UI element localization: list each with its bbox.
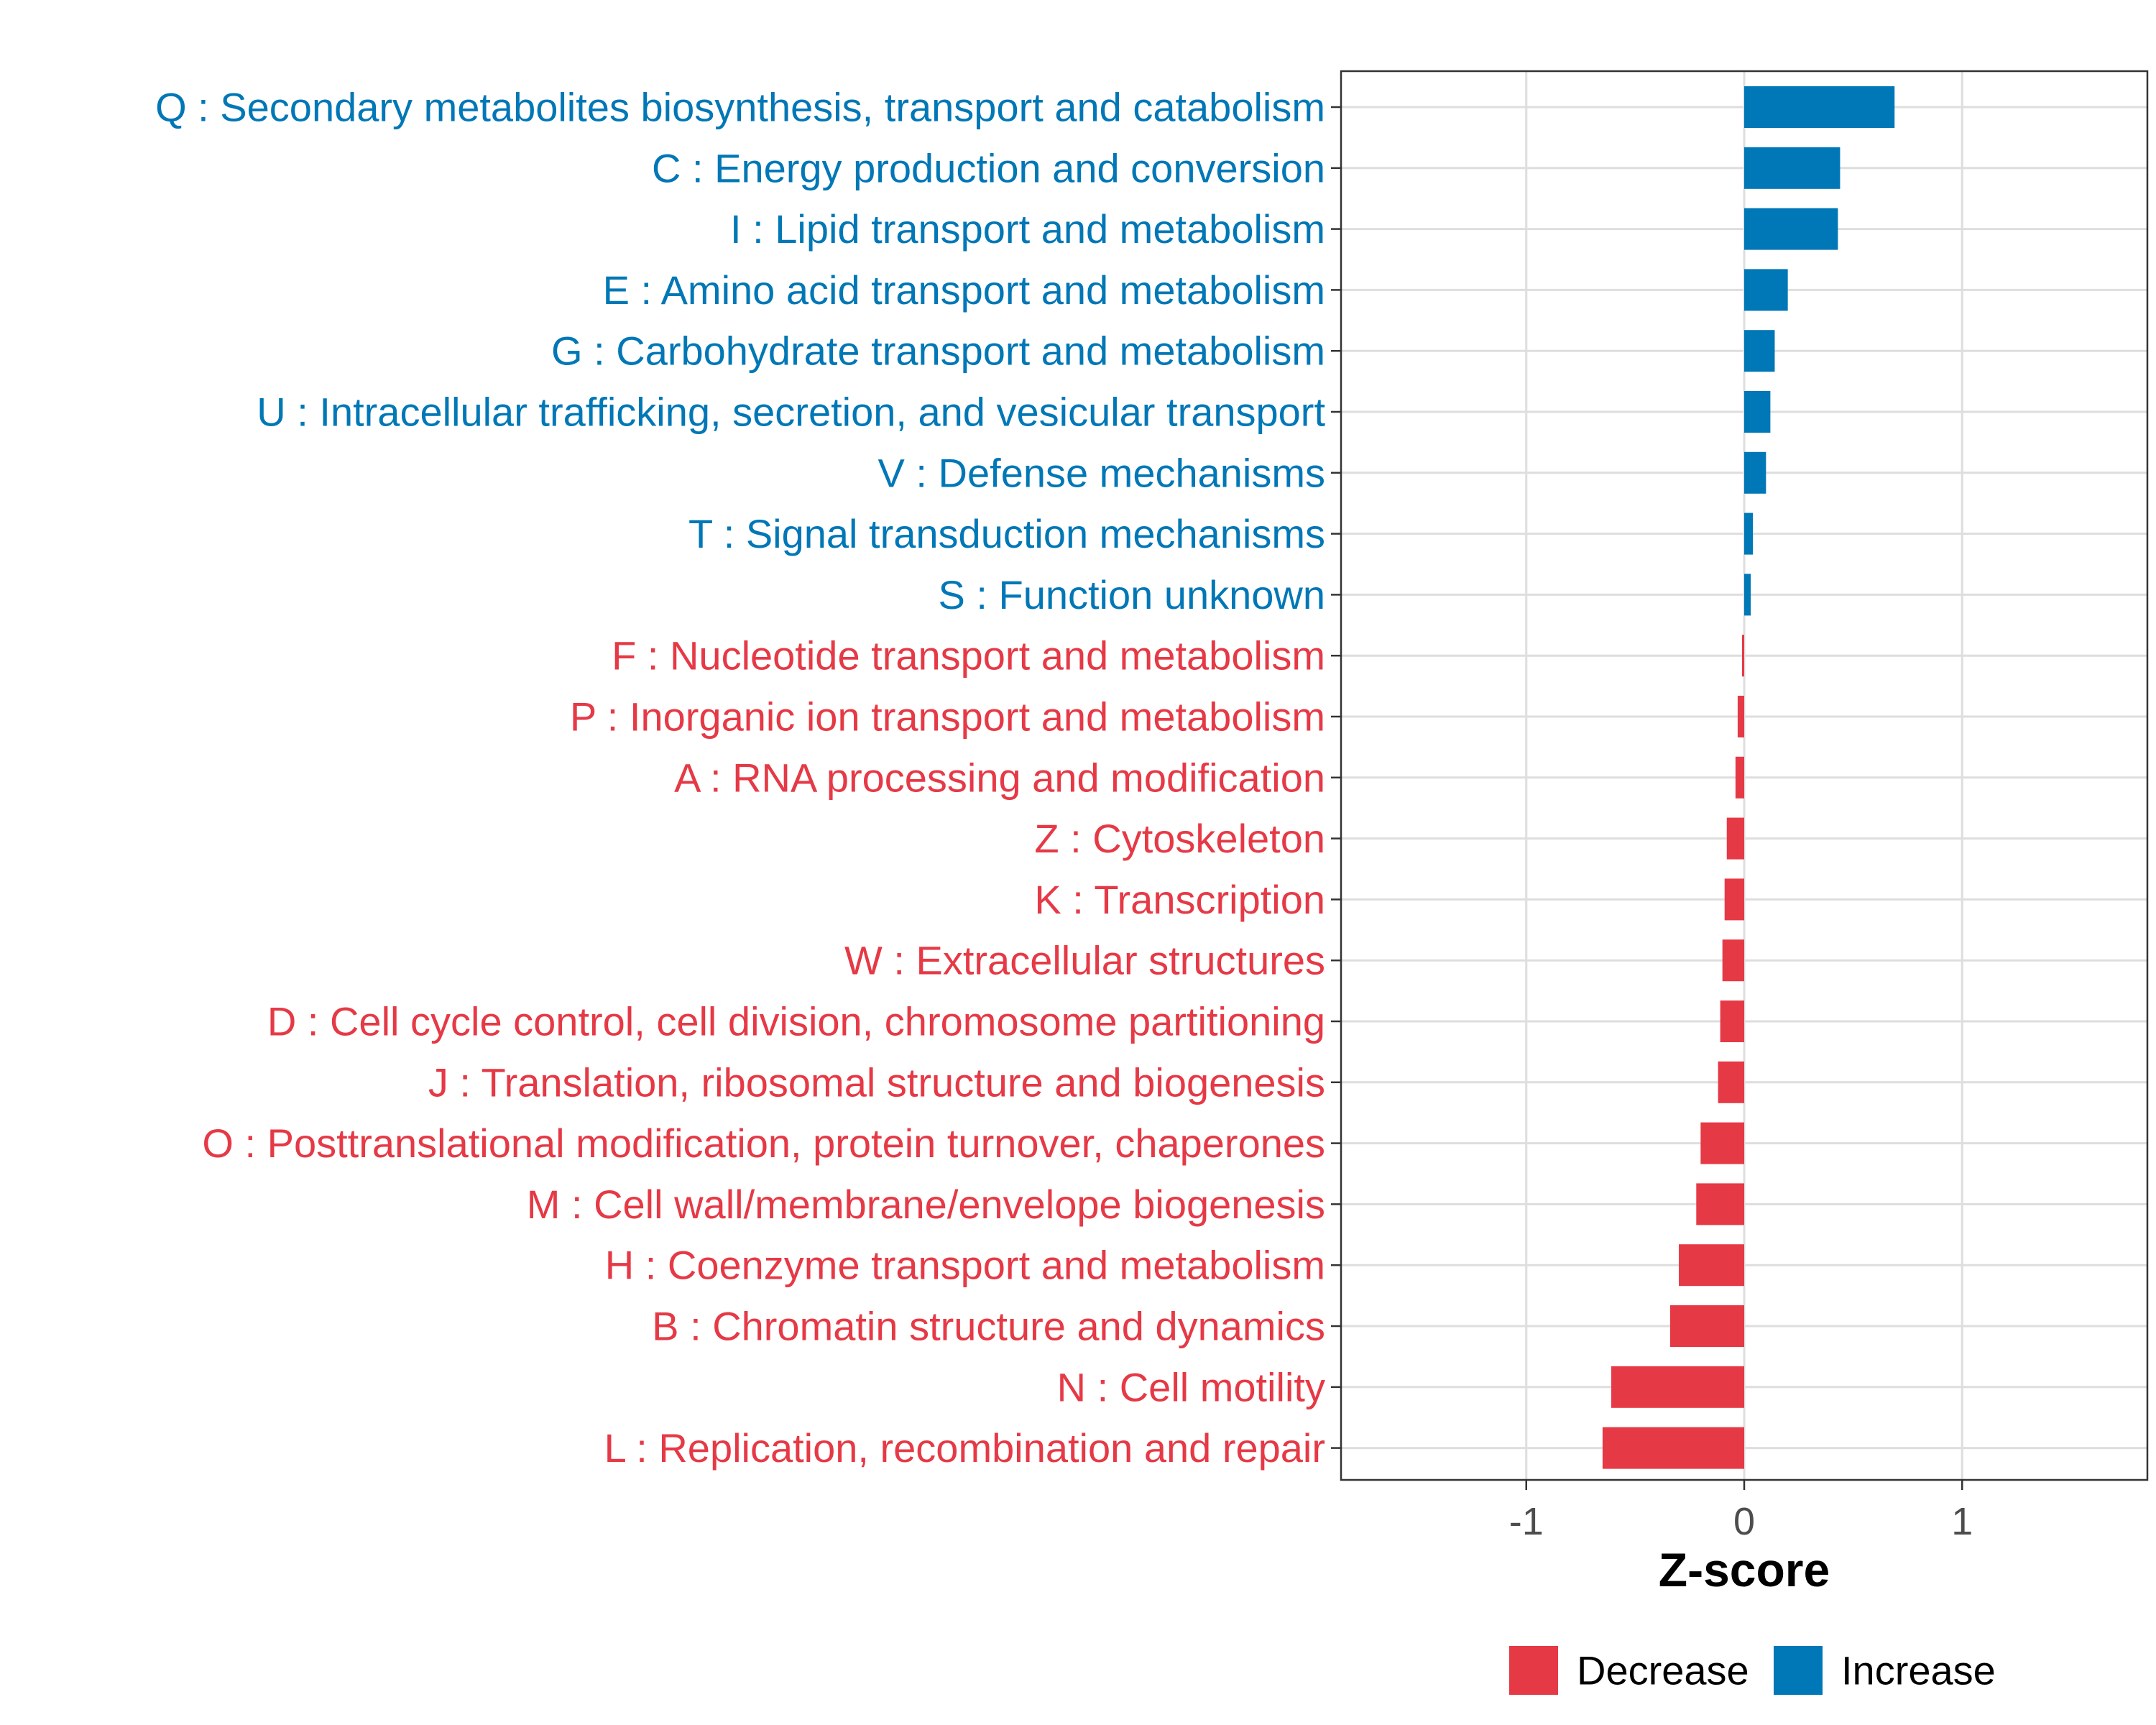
category-label-d: D : Cell cycle control, cell division, c… [267, 999, 1325, 1044]
category-label-b: B : Chromatin structure and dynamics [652, 1304, 1325, 1349]
bar-w [1722, 939, 1744, 982]
y-axis-ticks [1331, 106, 1341, 1449]
category-label-k: K : Transcription [1034, 877, 1325, 922]
x-tick-label-1: 0 [1733, 1500, 1755, 1543]
legend-label-increase: Increase [1841, 1648, 1996, 1693]
bar-l [1602, 1427, 1744, 1469]
bar-s [1744, 574, 1751, 616]
bar-e [1744, 269, 1788, 311]
category-label-n: N : Cell motility [1057, 1364, 1325, 1409]
bar-m [1696, 1183, 1744, 1225]
category-label-m: M : Cell wall/membrane/envelope biogenes… [527, 1182, 1325, 1227]
category-label-g: G : Carbohydrate transport and metabolis… [551, 328, 1325, 374]
bar-j [1718, 1061, 1744, 1103]
bar-o [1700, 1122, 1744, 1164]
y-axis-category-labels: Q : Secondary metabolites biosynthesis, … [155, 85, 1325, 1471]
category-label-i: I : Lipid transport and metabolism [730, 206, 1325, 252]
bar-k [1724, 878, 1744, 921]
x-tick-label-0: -1 [1509, 1500, 1544, 1543]
bar-a [1735, 756, 1744, 799]
category-label-p: P : Inorganic ion transport and metaboli… [570, 694, 1325, 740]
x-axis-ticks: -1 0 1 [1509, 1480, 1973, 1543]
bar-p [1737, 696, 1744, 737]
bar-z [1726, 817, 1744, 860]
category-label-t: T : Signal transduction mechanisms [688, 511, 1325, 556]
bar-b [1669, 1305, 1744, 1347]
bar-n [1611, 1366, 1744, 1408]
category-label-w: W : Extracellular structures [844, 938, 1325, 983]
category-label-e: E : Amino acid transport and metabolism [603, 267, 1325, 313]
legend: Decrease Increase [1509, 1646, 1996, 1695]
category-label-v: V : Defense mechanisms [878, 450, 1325, 495]
bar-u [1744, 391, 1771, 433]
x-tick-label-2: 1 [1951, 1500, 1973, 1543]
category-label-q: Q : Secondary metabolites biosynthesis, … [155, 85, 1325, 130]
legend-swatch-decrease [1509, 1646, 1558, 1695]
bar-t [1744, 512, 1754, 555]
category-label-c: C : Energy production and conversion [652, 145, 1325, 190]
bar-q [1744, 86, 1895, 128]
category-label-j: J : Translation, ribosomal structure and… [428, 1059, 1325, 1105]
category-label-o: O : Posttranslational modification, prot… [202, 1121, 1325, 1166]
category-label-l: L : Replication, recombination and repai… [604, 1425, 1325, 1471]
bar-d [1720, 1000, 1744, 1042]
x-axis-title: Z-score [1659, 1543, 1830, 1596]
category-label-s: S : Function unknown [938, 572, 1325, 617]
legend-swatch-increase [1774, 1646, 1823, 1695]
category-label-u: U : Intracellular trafficking, secretion… [257, 390, 1325, 435]
legend-label-decrease: Decrease [1577, 1648, 1749, 1693]
category-label-z: Z : Cytoskeleton [1034, 816, 1325, 861]
bar-i [1744, 208, 1838, 250]
bar-g [1744, 330, 1775, 372]
bar-h [1679, 1244, 1744, 1287]
bar-v [1744, 451, 1766, 494]
bars [1602, 86, 1895, 1469]
category-label-h: H : Coenzyme transport and metabolism [605, 1243, 1325, 1288]
bar-c [1744, 147, 1841, 189]
bar-f [1741, 635, 1744, 677]
category-label-a: A : RNA processing and modification [674, 755, 1325, 800]
category-label-f: F : Nucleotide transport and metabolism [612, 633, 1325, 678]
